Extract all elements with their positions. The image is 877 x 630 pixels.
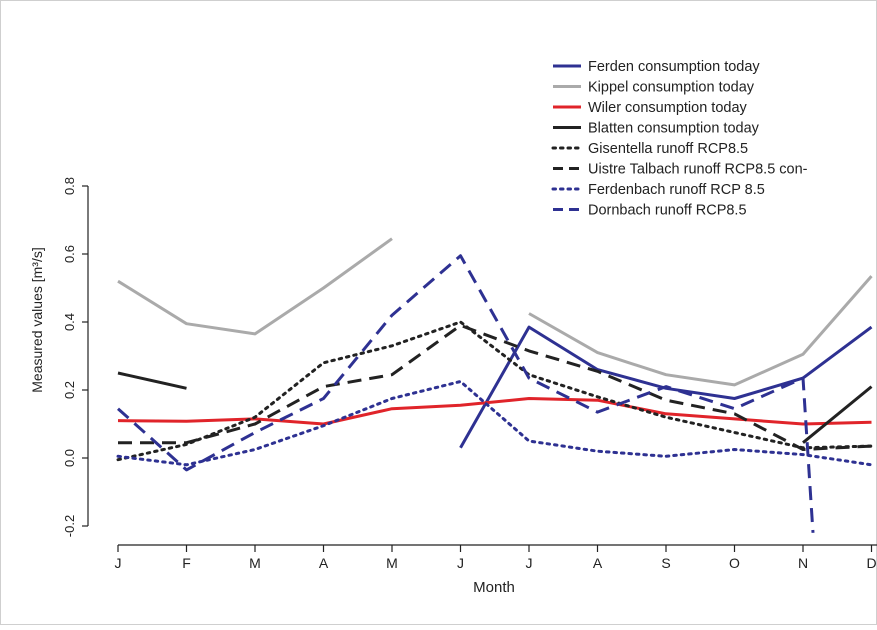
y-tick-label: -0.2 (62, 515, 77, 537)
y-tick-label: 0.4 (62, 313, 77, 331)
series-line (116, 380, 873, 467)
legend-label: Kippel consumption today (588, 80, 755, 96)
y-axis-label: Measured values [m³/s] (29, 247, 45, 393)
y-tick-label: 0.6 (62, 245, 77, 263)
x-tick-label: D (866, 555, 876, 571)
legend-label: Wiler consumption today (588, 100, 748, 116)
series-line (116, 320, 873, 462)
x-tick-label: O (729, 555, 740, 571)
x-axis-label: Month (473, 579, 515, 596)
y-tick-label: 0.2 (62, 381, 77, 399)
legend-label: Blatten consumption today (588, 121, 760, 137)
x-tick-label: A (319, 555, 329, 571)
legend-label: Dornbach runoff RCP8.5 (588, 203, 747, 219)
series-line (117, 237, 393, 336)
series-line (802, 385, 873, 444)
legend-label: Uistre Talbach runoff RCP8.5 con- (588, 162, 808, 178)
x-tick-label: A (593, 555, 603, 571)
series-line (117, 371, 187, 390)
legend-label: Ferden consumption today (588, 59, 760, 75)
x-tick-label: M (249, 555, 261, 571)
x-tick-label: J (115, 555, 122, 571)
x-tick-label: S (661, 555, 670, 571)
x-tick-label: M (386, 555, 398, 571)
x-tick-label: J (457, 555, 464, 571)
x-tick-label: F (182, 555, 191, 571)
plot-area (116, 237, 873, 533)
axes: -0.2 0.0 0.2 0.4 0.6 0.8 J F M A M J J A S O N D (62, 177, 877, 571)
legend-label: Ferdenbach runoff RCP 8.5 (588, 182, 765, 198)
series-line (118, 323, 872, 451)
series-line (117, 254, 815, 533)
x-tick-label: N (798, 555, 808, 571)
y-tick-label: 0.0 (62, 449, 77, 467)
y-tick-label: 0.8 (62, 177, 77, 195)
x-tick-label: J (526, 555, 533, 571)
series-line (528, 275, 873, 387)
legend-label: Gisentella runoff RCP8.5 (588, 141, 748, 157)
legend: Ferden consumption today Kippel consumpti… (551, 59, 808, 219)
